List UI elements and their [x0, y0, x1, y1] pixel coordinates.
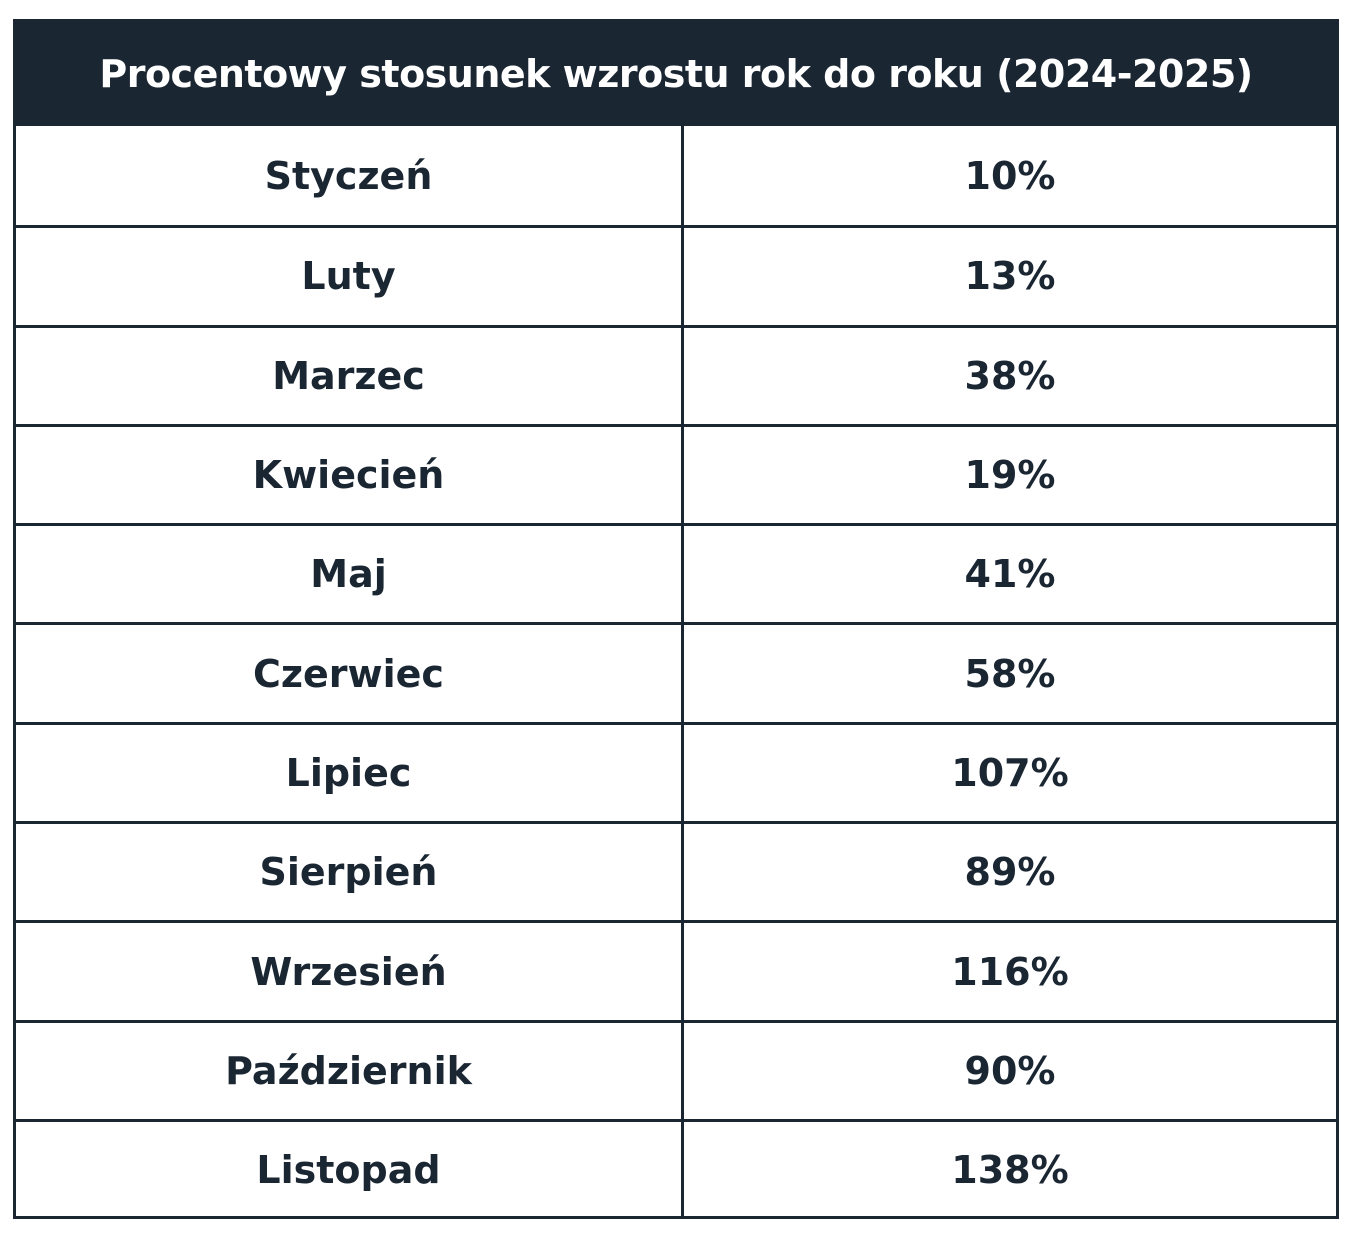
month-cell: Luty	[16, 228, 684, 325]
table-row: Luty 13%	[16, 225, 1336, 325]
table-row: Wrzesień 116%	[16, 920, 1336, 1020]
table-row: Sierpień 89%	[16, 821, 1336, 921]
value-cell: 13%	[964, 254, 1056, 299]
value-cell: 58%	[964, 651, 1056, 696]
month-cell: Maj	[16, 526, 684, 623]
table-row: Październik 90%	[16, 1019, 1336, 1119]
month-cell: Styczeń	[16, 126, 684, 226]
growth-table: Procentowy stosunek wzrostu rok do roku …	[13, 19, 1339, 1219]
value-cell: 19%	[964, 453, 1056, 498]
month-cell: Lipiec	[16, 724, 684, 822]
month-cell: Wrzesień	[16, 923, 684, 1020]
table-row: Marzec 38%	[16, 324, 1336, 424]
table-row: Lipiec 107%	[16, 721, 1336, 822]
value-cell: 138%	[951, 1148, 1069, 1193]
month-cell: Czerwiec	[16, 625, 684, 722]
value-cell: 38%	[964, 353, 1056, 398]
value-cell: 89%	[964, 850, 1056, 895]
table-row: Czerwiec 58%	[16, 622, 1336, 722]
table-row: Maj 41%	[16, 523, 1336, 623]
value-cell: 10%	[964, 153, 1056, 198]
value-cell: 107%	[951, 750, 1069, 795]
month-cell: Listopad	[16, 1121, 684, 1219]
table-body: Styczeń 10% Luty 13% Marzec 38% Kwiecień…	[16, 126, 1336, 1219]
table-row: Kwiecień 19%	[16, 423, 1336, 524]
value-cell: 41%	[964, 552, 1056, 597]
value-cell: 90%	[964, 1048, 1056, 1093]
value-cell: 116%	[951, 949, 1069, 994]
month-cell: Październik	[16, 1022, 684, 1119]
month-cell: Marzec	[16, 327, 684, 424]
table-title: Procentowy stosunek wzrostu rok do roku …	[16, 22, 1336, 126]
month-cell: Kwiecień	[16, 426, 684, 524]
table-row: Styczeń 10%	[16, 126, 1336, 226]
table-row: Listopad 138%	[16, 1118, 1336, 1219]
month-cell: Sierpień	[16, 824, 684, 921]
